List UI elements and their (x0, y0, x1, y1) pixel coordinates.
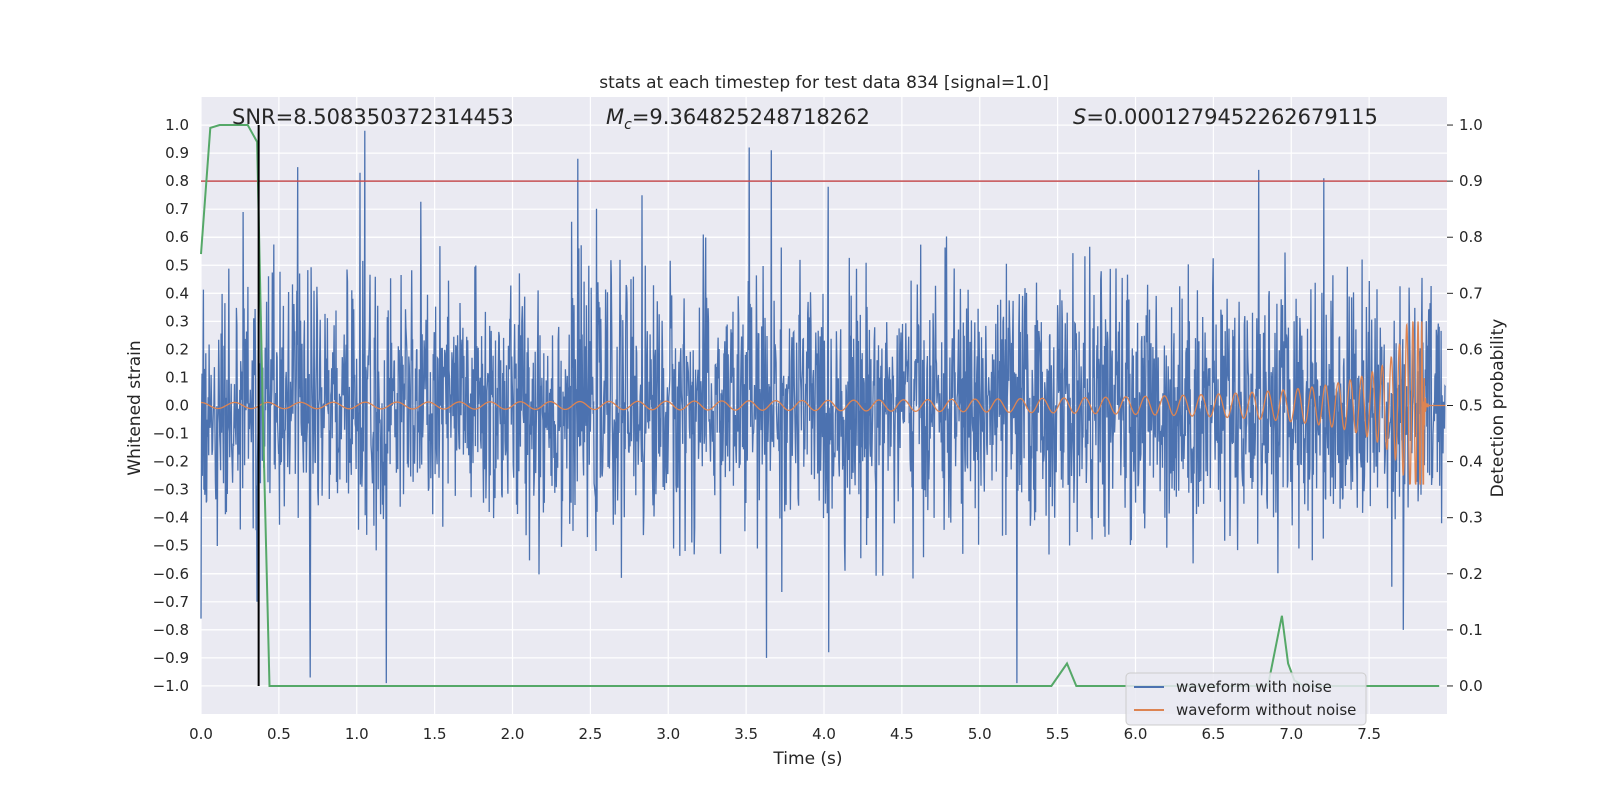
noise-waveform-line (200, 130, 1446, 684)
x-tick-label: 4.5 (890, 725, 914, 743)
x-tick-label: 3.5 (734, 725, 758, 743)
right-y-tick-label: 0.8 (1459, 228, 1483, 246)
legend-label-clean: waveform without noise (1176, 701, 1356, 719)
x-tick-label: 4.0 (812, 725, 836, 743)
left-y-tick-label: 0.1 (165, 368, 189, 386)
x-tick-label: 6.5 (1201, 725, 1225, 743)
s-symbol: S (1073, 105, 1086, 129)
left-y-tick-label: 0.0 (165, 397, 189, 415)
right-y-tick-label: 0.9 (1459, 172, 1483, 190)
left-y-axis-label: Whitened strain (125, 340, 145, 475)
chirp-mass-symbol: M (606, 105, 624, 129)
x-axis-label: Time (s) (772, 749, 842, 769)
right-y-tick-label: 0.6 (1459, 340, 1483, 358)
right-y-axis-label: Detection probability (1488, 319, 1508, 498)
left-y-tick-label: 0.2 (165, 340, 189, 358)
chirp-mass-annotation: Mc=9.364825248718262 (606, 105, 870, 133)
x-tick-label: 0.0 (189, 725, 213, 743)
right-y-axis-ticks: 1.0 0.9 0.8 0.7 0.6 0.5 0.4 0.3 0.2 0.1 0.0 (1447, 116, 1483, 695)
clean-waveform-line (201, 321, 1446, 485)
x-tick-label: 5.0 (968, 725, 992, 743)
left-y-tick-label: 0.7 (165, 200, 189, 218)
chart-title: stats at each timestep for test data 834… (599, 73, 1049, 93)
x-tick-label: 2.0 (501, 725, 525, 743)
left-y-tick-label: 0.9 (165, 144, 189, 162)
left-y-tick-label: −0.8 (153, 621, 189, 639)
left-y-tick-label: −0.3 (153, 481, 189, 499)
x-tick-label: 5.5 (1046, 725, 1070, 743)
series-detection-probability (200, 124, 1440, 687)
left-y-tick-label: 1.0 (165, 116, 189, 134)
x-tick-label: 2.5 (578, 725, 602, 743)
s-annotation: S=0.0001279452262679115 (1073, 105, 1378, 129)
left-y-tick-label: −0.1 (153, 425, 189, 443)
left-y-tick-label: 0.5 (165, 256, 189, 274)
left-y-tick-label: −1.0 (153, 677, 189, 695)
series-waveform-without-noise (201, 321, 1446, 485)
right-y-tick-label: 0.1 (1459, 621, 1483, 639)
right-y-tick-label: 0.5 (1459, 397, 1483, 415)
x-axis-ticks: 0.0 0.5 1.0 1.5 2.0 2.5 3.0 3.5 4.0 4.5 5.0 5.5 6.0 6… (189, 725, 1381, 743)
left-y-tick-label: −0.6 (153, 565, 189, 583)
s-value: =0.0001279452262679115 (1086, 105, 1378, 129)
right-y-tick-label: 1.0 (1459, 116, 1483, 134)
right-y-tick-label: 0.4 (1459, 453, 1483, 471)
x-tick-label: 1.5 (423, 725, 447, 743)
x-tick-label: 3.0 (656, 725, 680, 743)
right-y-tick-label: 0.7 (1459, 284, 1483, 302)
legend-label-noise: waveform with noise (1176, 678, 1332, 696)
left-y-tick-label: 0.6 (165, 228, 189, 246)
x-tick-label: 6.0 (1124, 725, 1148, 743)
legend-box (1125, 672, 1367, 726)
left-y-tick-label: 0.8 (165, 172, 189, 190)
detection-probability-line (200, 124, 1440, 687)
right-y-tick-label: 0.2 (1459, 565, 1483, 583)
x-tick-label: 1.0 (345, 725, 369, 743)
left-y-axis-ticks: 1.0 0.9 0.8 0.7 0.6 0.5 0.4 0.3 0.2 0.1 0.0 −0.1 −0.… (153, 116, 189, 695)
series-waveform-with-noise (200, 130, 1446, 684)
left-y-tick-label: −0.4 (153, 509, 189, 527)
x-tick-label: 7.0 (1279, 725, 1303, 743)
x-tick-label: 0.5 (267, 725, 291, 743)
right-y-tick-label: 0.0 (1459, 677, 1483, 695)
left-y-tick-label: −0.9 (153, 649, 189, 667)
left-y-tick-label: 0.4 (165, 284, 189, 302)
right-y-tick-label: 0.3 (1459, 509, 1483, 527)
snr-annotation: SNR=8.508350372314453 (232, 105, 514, 129)
left-y-tick-label: 0.3 (165, 312, 189, 330)
chirp-mass-value: =9.364825248718262 (632, 105, 870, 129)
legend: waveform with noise waveform without noi… (1125, 672, 1367, 726)
left-y-tick-label: −0.7 (153, 593, 189, 611)
left-y-tick-label: −0.2 (153, 453, 189, 471)
chirp-mass-subscript: c (624, 117, 632, 133)
left-y-tick-label: −0.5 (153, 537, 189, 555)
x-tick-label: 7.5 (1357, 725, 1381, 743)
